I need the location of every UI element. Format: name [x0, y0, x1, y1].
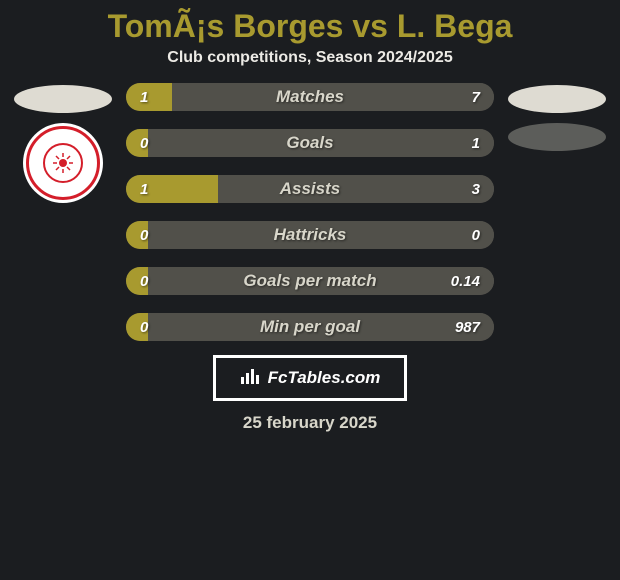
left-player-ellipse	[14, 85, 112, 113]
stat-bar-assists: 1 Assists 3	[126, 175, 494, 203]
comparison-widget: TomÃ¡s Borges vs L. Bega Club competitio…	[0, 0, 620, 580]
brand-box[interactable]: FcTables.com	[213, 355, 407, 401]
stat-value-left: 0	[140, 227, 148, 244]
stat-value-left: 0	[140, 273, 148, 290]
page-title: TomÃ¡s Borges vs L. Bega	[0, 0, 620, 49]
right-player-col	[502, 83, 612, 151]
stat-bar-goals-per-match: 0 Goals per match 0.14	[126, 267, 494, 295]
stat-value-left: 1	[140, 181, 148, 198]
stat-value-right: 0.14	[451, 273, 480, 290]
date-line: 25 february 2025	[0, 401, 620, 433]
bar-fill-left	[126, 83, 172, 111]
stat-value-left: 1	[140, 89, 148, 106]
bar-fill-right	[218, 175, 494, 203]
subtitle: Club competitions, Season 2024/2025	[0, 49, 620, 83]
right-player-ellipse-2	[508, 123, 606, 151]
stat-value-left: 0	[140, 135, 148, 152]
stat-label: Goals	[286, 133, 333, 153]
stat-label: Assists	[280, 179, 340, 199]
left-club-logo: FC THUN	[23, 123, 103, 203]
stat-bar-matches: 1 Matches 7	[126, 83, 494, 111]
stat-value-left: 0	[140, 319, 148, 336]
stat-value-right: 3	[472, 181, 480, 198]
stat-label: Hattricks	[274, 225, 347, 245]
sun-icon	[53, 153, 73, 173]
right-player-ellipse-1	[508, 85, 606, 113]
club-logo-inner	[43, 143, 83, 183]
stat-bar-goals: 0 Goals 1	[126, 129, 494, 157]
left-player-col: FC THUN	[8, 83, 118, 203]
stat-bar-hattricks: 0 Hattricks 0	[126, 221, 494, 249]
chart-icon	[240, 367, 262, 390]
content-row: FC THUN 1Matches70Goals11Assists30H	[0, 83, 620, 341]
stat-label: Goals per match	[243, 271, 376, 291]
brand-text: FcTables.com	[268, 368, 381, 388]
stat-value-right: 7	[472, 89, 480, 106]
stat-value-right: 0	[472, 227, 480, 244]
stat-bar-min-per-goal: 0 Min per goal 987	[126, 313, 494, 341]
stat-value-right: 987	[455, 319, 480, 336]
stat-label: Matches	[276, 87, 344, 107]
stat-value-right: 1	[472, 135, 480, 152]
stat-bars: 1 Matches 7 0 Goals 1 1 Assists 3 0 Hattricks 0 0 Goa…	[118, 83, 502, 341]
stat-label: Min per goal	[260, 317, 360, 337]
